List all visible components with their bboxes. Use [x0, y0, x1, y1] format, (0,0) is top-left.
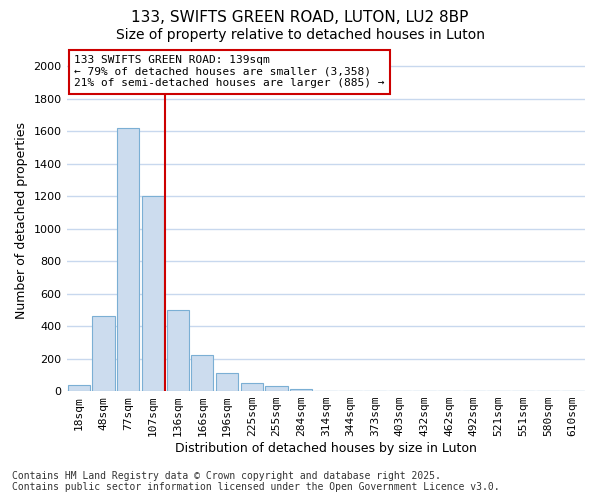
Bar — [142, 196, 164, 391]
Bar — [68, 386, 90, 391]
Bar — [167, 310, 189, 391]
Bar — [117, 128, 139, 391]
X-axis label: Distribution of detached houses by size in Luton: Distribution of detached houses by size … — [175, 442, 477, 455]
Bar — [290, 388, 312, 391]
Bar — [265, 386, 287, 391]
Bar — [216, 373, 238, 391]
Bar — [241, 383, 263, 391]
Y-axis label: Number of detached properties: Number of detached properties — [15, 122, 28, 319]
Text: 133 SWIFTS GREEN ROAD: 139sqm
← 79% of detached houses are smaller (3,358)
21% o: 133 SWIFTS GREEN ROAD: 139sqm ← 79% of d… — [74, 55, 385, 88]
Text: 133, SWIFTS GREEN ROAD, LUTON, LU2 8BP: 133, SWIFTS GREEN ROAD, LUTON, LU2 8BP — [131, 10, 469, 25]
Bar — [92, 316, 115, 391]
Text: Contains HM Land Registry data © Crown copyright and database right 2025.
Contai: Contains HM Land Registry data © Crown c… — [12, 471, 500, 492]
Bar — [191, 356, 214, 391]
Text: Size of property relative to detached houses in Luton: Size of property relative to detached ho… — [115, 28, 485, 42]
